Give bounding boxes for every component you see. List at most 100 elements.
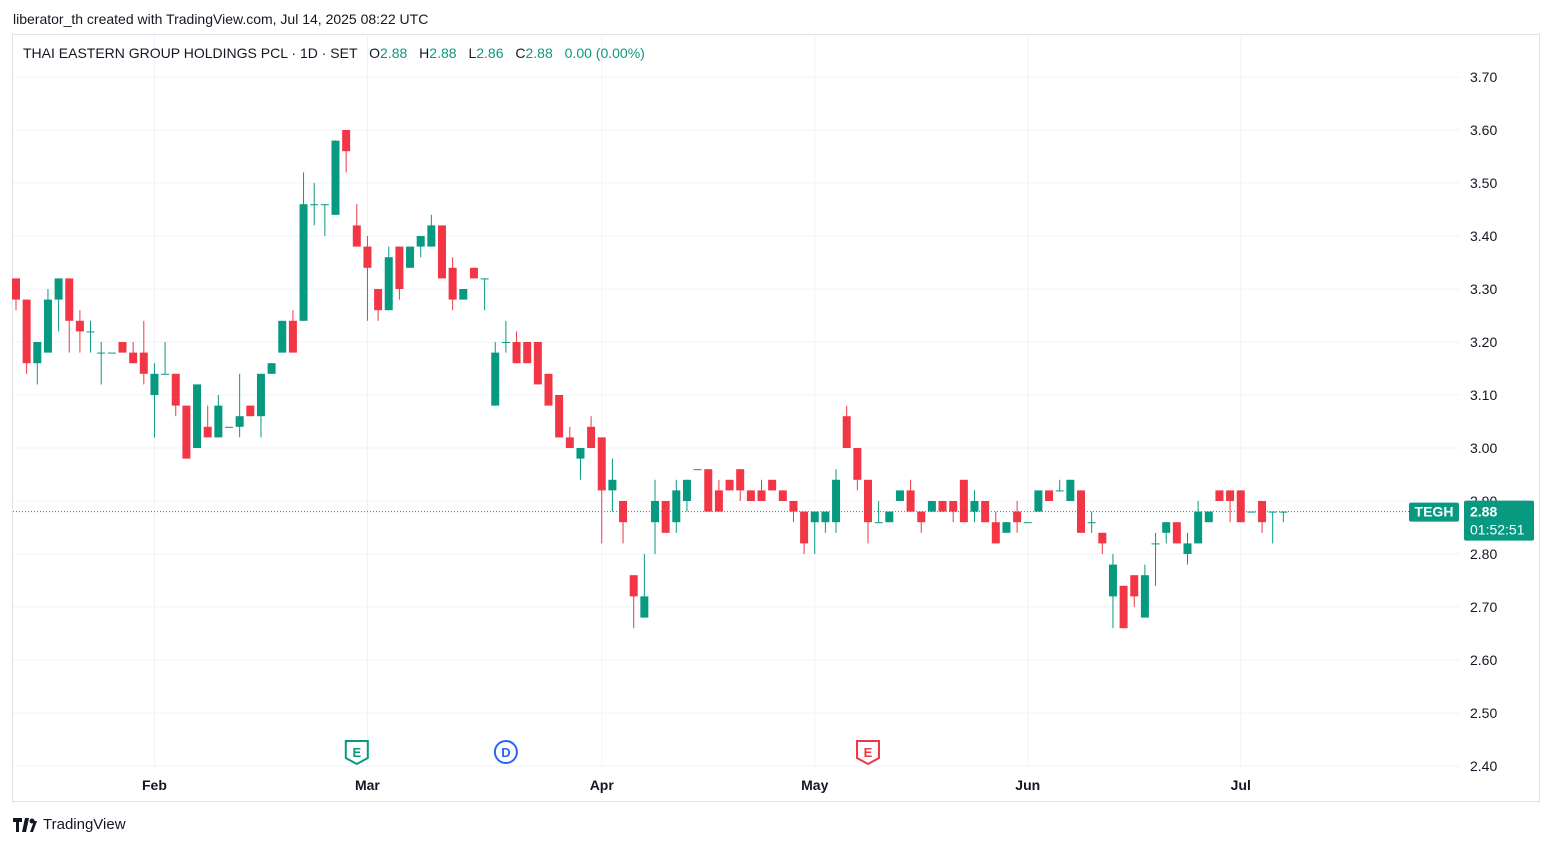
candle-body <box>714 490 723 512</box>
candle-body <box>406 246 415 268</box>
high-label: H <box>419 45 430 61</box>
candle <box>810 511 819 554</box>
candle <box>725 479 734 491</box>
tradingview-brand: TradingView <box>43 816 126 833</box>
candle <box>1268 511 1277 544</box>
price-tick-label: 3.20 <box>1470 334 1497 350</box>
candle-body <box>320 204 329 206</box>
candle <box>1108 554 1117 629</box>
candle-body <box>832 479 841 523</box>
candle-body <box>363 246 372 268</box>
candle <box>278 320 287 353</box>
candle-body <box>789 501 798 512</box>
candle <box>203 405 212 438</box>
candle <box>832 469 841 533</box>
earnings-event-icon[interactable]: E <box>856 740 880 766</box>
candle <box>384 246 393 311</box>
candle-body <box>757 490 766 501</box>
candle-body <box>342 130 351 152</box>
candle-body <box>352 225 361 247</box>
candle-body <box>842 416 851 448</box>
candle <box>416 236 425 258</box>
candle <box>75 310 84 353</box>
candle <box>927 501 936 512</box>
candle-body <box>416 236 425 247</box>
candle-body <box>288 320 297 353</box>
time-tick-label: Feb <box>142 777 167 793</box>
candle <box>352 204 361 247</box>
candle <box>501 320 510 353</box>
candle-body <box>1268 511 1277 513</box>
candle <box>1247 511 1256 513</box>
dividend-event-icon[interactable]: D <box>493 740 518 764</box>
candle-body <box>885 511 894 523</box>
candle-body <box>1119 585 1128 629</box>
candle <box>544 373 553 406</box>
candle <box>917 511 926 533</box>
candle-body <box>970 501 979 512</box>
chart-attribution: liberator_th created with TradingView.co… <box>13 11 429 27</box>
candle <box>512 331 521 364</box>
open-label: O <box>369 45 381 61</box>
ticker-tag <box>1409 502 1459 522</box>
candle-body <box>640 596 649 618</box>
dividend-marker <box>493 740 518 764</box>
candle <box>374 289 383 321</box>
candle <box>448 257 457 311</box>
price-tick-label: 2.60 <box>1470 652 1497 668</box>
candle-body <box>225 426 233 428</box>
earnings-event-icon[interactable]: E <box>344 740 369 766</box>
low-label: L <box>468 45 477 61</box>
candle <box>97 342 106 385</box>
candle-body <box>1194 511 1203 544</box>
candle-body <box>33 342 42 364</box>
candle-body <box>1130 575 1139 597</box>
candle-body <box>1247 511 1256 513</box>
ticker-label: TEGH <box>1415 504 1454 520</box>
close-label: C <box>515 45 526 61</box>
candle-body <box>427 225 436 247</box>
low-value: 2.86 <box>476 45 504 61</box>
candle-body <box>629 575 638 597</box>
candle-body <box>736 469 745 491</box>
candle-body <box>246 405 255 417</box>
candle-body <box>682 479 691 501</box>
last-price-value: 2.88 <box>1470 504 1497 520</box>
candle <box>182 405 191 459</box>
candle <box>129 342 138 364</box>
candle <box>1215 490 1224 501</box>
candle-body <box>555 395 564 438</box>
candle-body <box>1151 543 1160 545</box>
candle <box>1119 585 1128 629</box>
candle-body <box>1172 522 1181 544</box>
candle <box>299 172 308 321</box>
candle <box>533 342 542 385</box>
candle-body <box>895 490 904 501</box>
candle-body <box>75 320 84 332</box>
candle-body <box>661 501 670 533</box>
candle-body <box>129 352 138 364</box>
last-price-marker: TEGH 2.88 01:52:51 <box>13 500 1534 541</box>
candle-body <box>256 373 265 417</box>
grid-layer <box>13 35 1460 767</box>
candle <box>22 299 31 374</box>
candle-body <box>1013 511 1022 523</box>
tradingview-footer[interactable]: TradingView <box>13 816 126 833</box>
candle <box>1204 511 1213 523</box>
candle <box>214 395 223 438</box>
candle-body <box>203 426 212 438</box>
candle-body <box>469 267 478 279</box>
candle-body <box>1108 564 1117 597</box>
candle-body <box>576 448 585 459</box>
candle <box>576 448 585 480</box>
candle-body <box>459 289 468 300</box>
candle-body <box>150 373 159 395</box>
high-value: 2.88 <box>429 45 457 61</box>
candle-body <box>139 352 148 374</box>
candle <box>139 320 148 385</box>
candle-body <box>597 437 606 491</box>
candle-body <box>1098 532 1107 544</box>
candle-body <box>619 501 628 523</box>
candle <box>171 373 180 417</box>
